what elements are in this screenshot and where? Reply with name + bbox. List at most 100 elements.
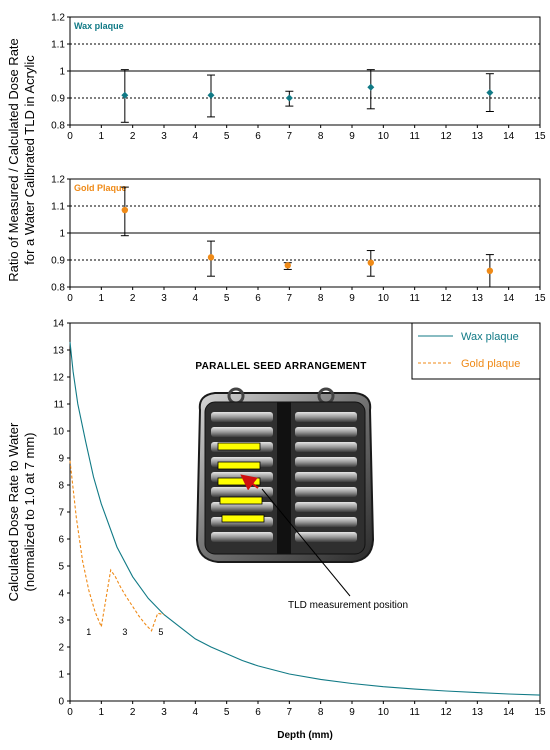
x-tick-label: 10	[378, 293, 390, 304]
data-point	[121, 91, 129, 99]
x-tick-label: 15	[534, 131, 546, 142]
plaque-seed-slot	[295, 532, 357, 542]
x-tick-label: 3	[161, 131, 167, 142]
plaque-seed-slot	[295, 517, 357, 527]
x-tick-label: 12	[440, 131, 452, 142]
x-tick-label: 14	[503, 707, 515, 718]
data-point	[367, 259, 374, 266]
x-tick-label: 0	[67, 707, 73, 718]
x-tick-label: 13	[472, 131, 484, 142]
y-tick-label: 13	[53, 346, 65, 357]
x-tick-label: 7	[287, 131, 293, 142]
plaque-seed-slot	[295, 427, 357, 437]
plaque-seed-slot	[295, 472, 357, 482]
x-tick-label: 11	[409, 707, 420, 718]
x-tick-label: 2	[130, 131, 136, 142]
x-tick-label: 0	[67, 131, 73, 142]
gold-plaque-line	[69, 460, 165, 632]
y-axis-label-line2: (normalized to 1.0 at 7 mm)	[22, 433, 37, 592]
y-tick-label: 0.8	[51, 121, 65, 132]
gold-ratio-panel: 0.80.911.11.20 1 2 3 4 5 6 7 8 9 10 11 12 13 14 15Gold …	[51, 175, 546, 305]
x-tick-label: 10	[378, 707, 390, 718]
y-tick-label: 1	[58, 670, 64, 681]
x-tick-label: 9	[349, 293, 355, 304]
x-tick-label: 13	[472, 293, 484, 304]
y-tick-label: 1.2	[51, 175, 65, 186]
x-tick-label: 0	[67, 293, 73, 304]
panel-label: Wax plaque	[74, 21, 124, 31]
callout-arrow	[240, 474, 259, 491]
y-tick-label: 3	[58, 616, 64, 627]
plaque-seed-slot	[211, 412, 273, 422]
x-tick-label: 3	[161, 293, 167, 304]
seed-number-label: 5	[158, 627, 163, 637]
data-point	[486, 89, 494, 97]
y-tick-label: 1	[59, 229, 65, 240]
data-point	[207, 254, 215, 261]
x-tick-label: 14	[503, 293, 515, 304]
y-tick-label: 10	[53, 427, 65, 438]
x-tick-label: 6	[255, 707, 261, 718]
x-tick-label: 2	[130, 707, 136, 718]
y-tick-label: 7	[58, 508, 64, 519]
x-tick-label: 4	[193, 707, 199, 718]
seed-highlight	[217, 477, 261, 486]
x-tick-label: 13	[472, 707, 484, 718]
legend-box	[411, 322, 541, 380]
callout-leader-line	[261, 488, 351, 597]
seed-number-label: 1	[86, 627, 91, 637]
chart-title: PARALLEL SEED ARRANGEMENT	[195, 361, 366, 372]
x-tick-label: 8	[318, 131, 324, 142]
y-axis-label-line1: Calculated Dose Rate to Water	[6, 422, 21, 601]
callout-label: TLD measurement position	[288, 600, 408, 611]
plaque-seed-slot	[211, 532, 273, 542]
seed-highlight	[217, 461, 261, 470]
x-tick-label: 15	[534, 707, 546, 718]
x-tick-label: 11	[409, 293, 420, 304]
legend-gold-label: Gold plaque	[461, 358, 520, 370]
y-tick-label: 6	[58, 535, 64, 546]
x-tick-label: 8	[318, 293, 324, 304]
plaque-seed-slot	[295, 457, 357, 467]
x-tick-label: 5	[224, 131, 230, 142]
ratio-ylabel-line2: for a Water Calibrated TLD in Acrylic	[22, 55, 37, 265]
seed-highlight	[217, 442, 261, 451]
seed-number-label: 3	[122, 627, 127, 637]
plaque-photo	[195, 387, 375, 563]
y-tick-label: 1.1	[51, 40, 65, 51]
x-tick-label: 8	[318, 707, 324, 718]
x-tick-label: 7	[287, 293, 293, 304]
data-point	[367, 83, 375, 91]
x-tick-label: 6	[255, 293, 261, 304]
y-tick-label: 11	[54, 400, 65, 411]
plaque-seed-slot	[295, 502, 357, 512]
plaque-seed-slot	[211, 502, 273, 512]
data-point	[121, 206, 129, 214]
x-tick-label: 3	[161, 707, 167, 718]
wax-plaque-line	[69, 341, 541, 696]
y-tick-label: 0.8	[51, 283, 65, 294]
y-tick-label: 8	[58, 481, 64, 492]
data-point	[285, 94, 293, 102]
y-tick-label: 0.9	[51, 94, 65, 105]
y-tick-label: 5	[58, 562, 64, 573]
x-tick-label: 4	[193, 293, 199, 304]
x-tick-label: 12	[440, 293, 452, 304]
y-tick-label: 12	[53, 373, 65, 384]
x-tick-label: 10	[378, 131, 390, 142]
y-tick-label: 9	[58, 454, 64, 465]
x-tick-label: 1	[99, 131, 105, 142]
x-tick-label: 5	[224, 707, 230, 718]
panel-label: Gold Plaque	[74, 183, 127, 193]
data-point	[207, 91, 215, 99]
plaque-seed-slot	[295, 412, 357, 422]
y-tick-label: 1.1	[51, 202, 65, 213]
x-tick-label: 4	[193, 131, 199, 142]
x-tick-label: 9	[349, 707, 355, 718]
plaque-seed-slot	[295, 487, 357, 497]
y-tick-label: 2	[58, 643, 64, 654]
x-tick-label: 5	[224, 293, 230, 304]
plaque-center-divider	[277, 402, 291, 554]
